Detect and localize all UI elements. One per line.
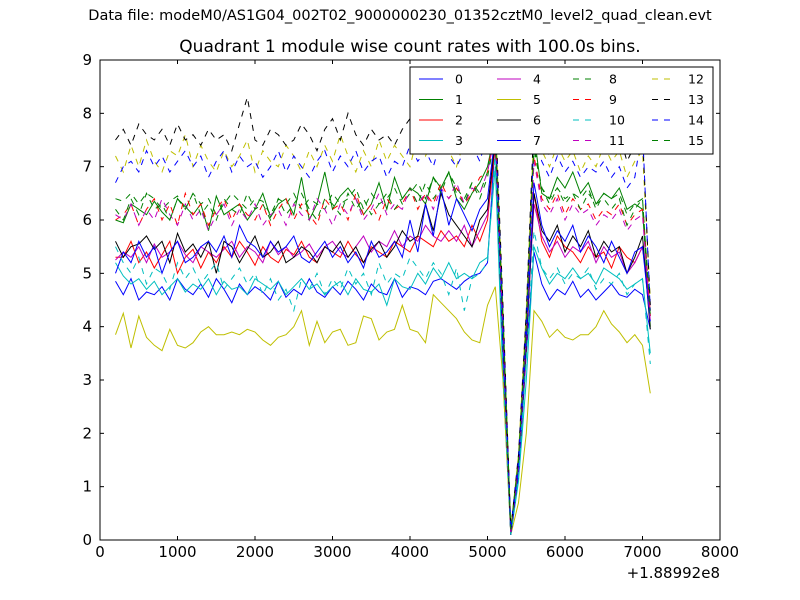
y-tick-label: 4 (82, 318, 92, 336)
series-line-11 (115, 134, 651, 533)
ticks-layer: 0 1000 2000 3000 4000 5000 6000 7000 80000123456… (82, 51, 739, 561)
series-line-9 (115, 129, 651, 533)
legend-label-4: 4 (533, 72, 541, 87)
series-line-5 (115, 286, 651, 535)
y-tick-label: 3 (82, 371, 92, 389)
chart-title: Quadrant 1 module wise count rates with … (179, 37, 641, 57)
y-tick-label: 7 (82, 158, 92, 176)
legend-label-12: 12 (688, 72, 704, 87)
legend-label-2: 2 (455, 113, 463, 128)
legend-label-3: 3 (455, 133, 463, 148)
x-tick-label: 5000 (468, 543, 506, 561)
x-tick-label: 4000 (391, 543, 429, 561)
legend-box (409, 66, 714, 155)
legend-label-7: 7 (533, 133, 541, 148)
series-line-12 (115, 112, 651, 530)
legend-label-10: 10 (609, 113, 625, 128)
series-line-8 (115, 123, 651, 530)
x-tick-label: 1000 (158, 543, 196, 561)
x-tick-label: 3000 (313, 543, 351, 561)
y-tick-label: 2 (82, 424, 92, 442)
y-tick-label: 9 (82, 51, 92, 69)
legend-label-13: 13 (688, 92, 704, 107)
legend-label-14: 14 (688, 113, 704, 128)
x-tick-label: 0 (95, 543, 105, 561)
legend-label-9: 9 (609, 92, 617, 107)
x-tick-label: 7000 (623, 543, 661, 561)
series-line-7 (115, 134, 651, 535)
y-tick-label: 1 (82, 478, 92, 496)
legend-label-15: 15 (688, 133, 704, 148)
figure-suptitle: Data file: modeM0/AS1G04_002T02_90000002… (88, 8, 712, 24)
y-tick-label: 8 (82, 104, 92, 122)
legend-label-11: 11 (609, 133, 625, 148)
x-offset-label: +1.88992e8 (627, 564, 720, 582)
y-tick-label: 0 (82, 531, 92, 549)
legend-label-5: 5 (533, 92, 541, 107)
series-line-14 (115, 122, 651, 530)
x-tick-label: 2000 (236, 543, 274, 561)
legend-label-8: 8 (609, 72, 617, 87)
y-tick-label: 6 (82, 211, 92, 229)
series-line-6 (115, 139, 651, 535)
legend-label-6: 6 (533, 113, 541, 128)
series-line-1 (115, 129, 651, 530)
legend-label-1: 1 (455, 92, 463, 107)
x-tick-label: 8000 (701, 543, 739, 561)
series-line-3 (115, 166, 651, 535)
series-line-13 (115, 91, 651, 530)
series-line-15 (115, 134, 651, 530)
legend-label-0: 0 (455, 72, 463, 87)
y-tick-label: 5 (82, 264, 92, 282)
series-line-10 (115, 150, 651, 535)
x-tick-label: 6000 (546, 543, 584, 561)
series-layer (115, 91, 651, 535)
